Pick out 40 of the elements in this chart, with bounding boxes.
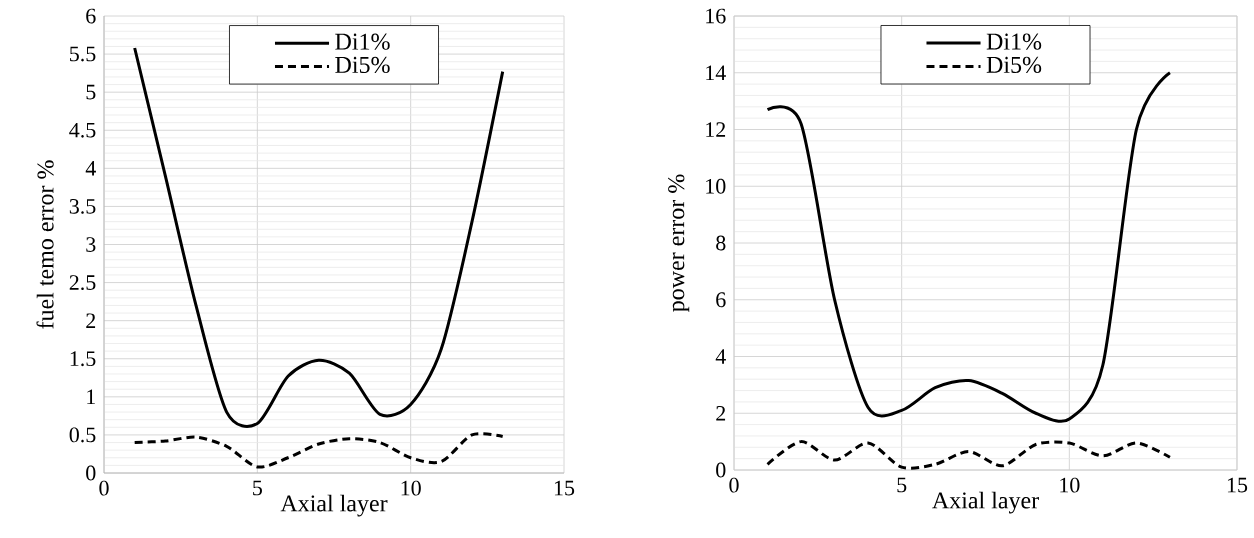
y-tick-label: 2.5 <box>69 275 96 291</box>
y-axis-title: fuel temo error % <box>36 160 54 329</box>
legend-label: Di5% <box>335 56 390 74</box>
y-tick-label: 3 <box>86 237 96 252</box>
y-tick-label: 0 <box>716 462 726 478</box>
y-tick-label: 4.5 <box>69 122 96 138</box>
y-tick-label: 2 <box>86 313 96 328</box>
x-tick-label: 15 <box>1227 477 1248 493</box>
y-tick-label: 4 <box>85 161 96 176</box>
x-tick-label: 5 <box>897 477 907 493</box>
y-tick-label: 14 <box>706 65 726 81</box>
y-tick-label: 2 <box>716 405 726 421</box>
legend-label: Di1% <box>986 33 1042 50</box>
x-tick-label: 0 <box>729 477 739 493</box>
y-tick-label: 6 <box>86 8 96 24</box>
y-tick-label: 6 <box>716 292 726 308</box>
y-tick-label: 3.5 <box>69 199 96 214</box>
line-series <box>766 440 1172 470</box>
y-tick-label: 16 <box>706 8 726 24</box>
x-tick-label: 15 <box>554 480 575 496</box>
x-axis-title: Axial layer <box>932 491 1039 514</box>
y-axis-title: power error % <box>668 174 690 312</box>
y-tick-label: 0.5 <box>69 427 96 443</box>
x-axis-title: Axial layer <box>280 494 388 517</box>
legend-label: Di5% <box>986 56 1042 74</box>
y-tick-label: 12 <box>706 122 726 137</box>
y-tick-label: 1.5 <box>70 351 96 367</box>
y-tick-label: 4 <box>715 349 726 364</box>
y-tick-label: 10 <box>706 178 726 194</box>
legend-label: Di1% <box>335 33 390 50</box>
y-tick-label: 5.5 <box>70 46 96 62</box>
x-tick-label: 10 <box>401 480 421 496</box>
x-tick-label: 5 <box>253 480 262 496</box>
y-tick-label: 8 <box>716 235 726 251</box>
y-tick-label: 0 <box>86 465 96 481</box>
y-tick-label: 1 <box>87 389 95 405</box>
y-tick-label: 5 <box>86 84 96 100</box>
line-series <box>133 432 505 469</box>
x-tick-label: 10 <box>1060 477 1080 493</box>
x-tick-label: 0 <box>99 480 109 496</box>
